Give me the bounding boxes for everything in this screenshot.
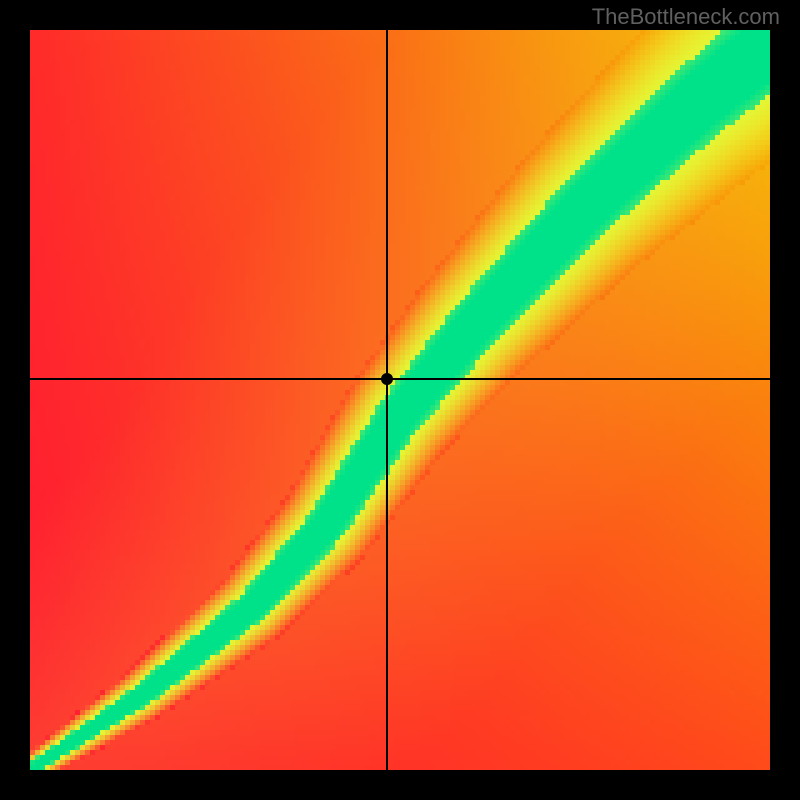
watermark-text: TheBottleneck.com: [592, 4, 780, 30]
plot-area: [30, 30, 770, 770]
heatmap-canvas: [30, 30, 770, 770]
chart-container: TheBottleneck.com: [0, 0, 800, 800]
